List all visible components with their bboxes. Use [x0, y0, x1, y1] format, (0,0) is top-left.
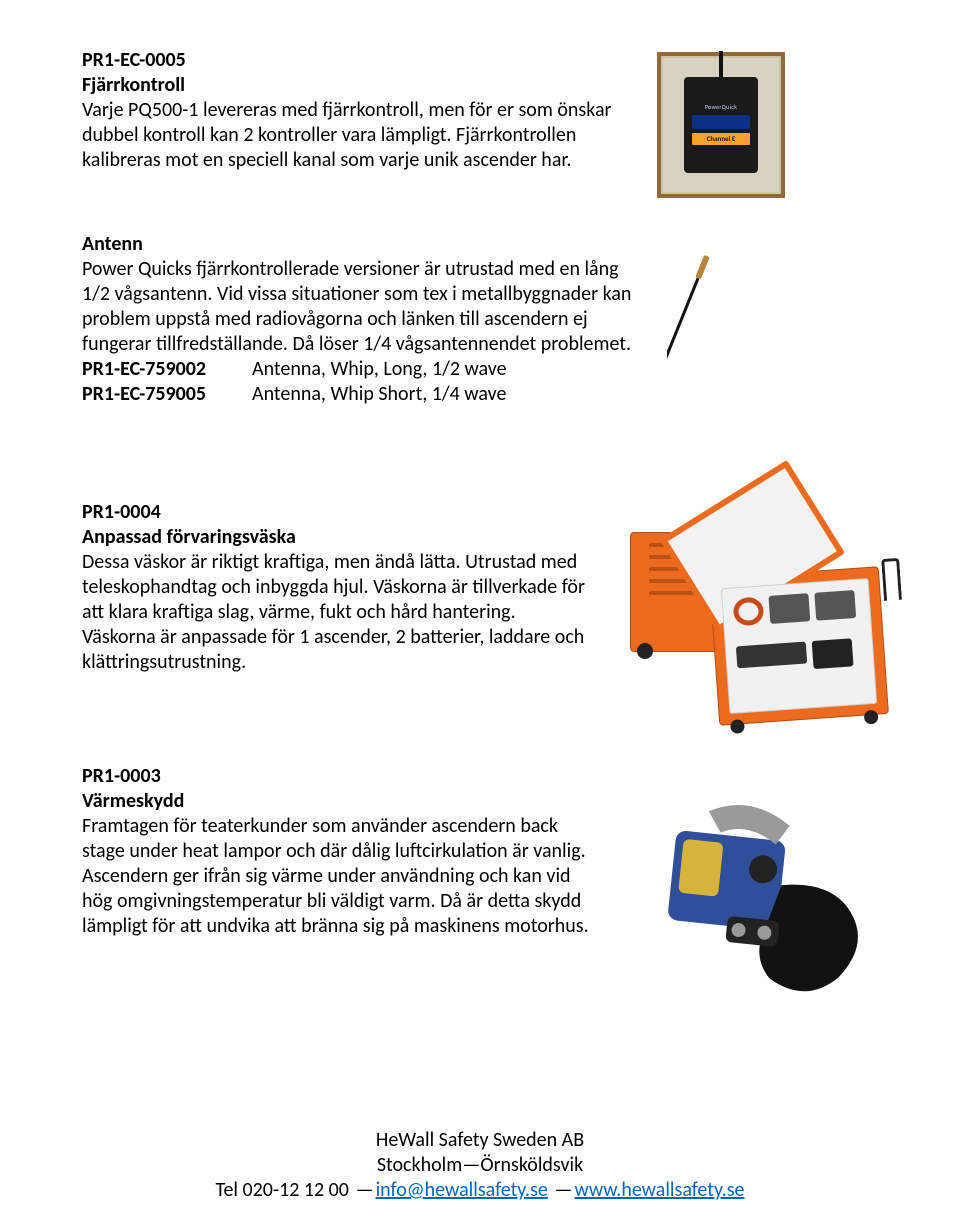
antenna-image — [667, 236, 817, 466]
part-row: PR1-EC-759005 Antenna, Whip Short, 1/4 w… — [82, 382, 647, 407]
page-footer: HeWall Safety Sweden AB Stockholm—Örnskö… — [0, 1128, 960, 1203]
product-code: PR1-0004 — [82, 500, 610, 525]
storage-case-image — [630, 524, 890, 724]
product-code: PR1-0003 — [82, 764, 590, 789]
section-body: Varje PQ500-1 levereras med fjärrkontrol… — [82, 98, 637, 173]
section-title: Värmeskydd — [82, 789, 590, 814]
part-row: PR1-EC-759002 Antenna, Whip, Long, 1/2 w… — [82, 357, 647, 382]
product-code: PR1-EC-0005 — [82, 48, 637, 73]
footer-company: HeWall Safety Sweden AB — [0, 1128, 960, 1153]
channel-badge: Channel E — [692, 133, 750, 145]
part-desc: Antenna, Whip Short, 1/4 wave — [252, 382, 647, 407]
footer-sep: — — [355, 1178, 373, 1202]
footer-site-link[interactable]: www.hewallsafety.se — [575, 1178, 745, 1202]
section-title: Anpassad förvaringsväska — [82, 525, 610, 550]
footer-tel: Tel 020-12 12 00 — [216, 1178, 349, 1202]
remote-control-image: PowerQuick Channel E — [657, 52, 785, 198]
footer-email-link[interactable]: info@hewallsafety.se — [376, 1178, 548, 1202]
footer-locations: Stockholm—Örnsköldsvik — [0, 1153, 960, 1178]
part-code: PR1-EC-759005 — [82, 382, 252, 407]
section-title: Fjärrkontroll — [82, 73, 637, 98]
section-title: Antenn — [82, 232, 647, 257]
part-desc: Antenna, Whip, Long, 1/2 wave — [252, 357, 647, 382]
heat-shield-image — [610, 776, 890, 996]
part-code: PR1-EC-759002 — [82, 357, 252, 382]
footer-contact: Tel 020-12 12 00 —info@hewallsafety.se —… — [0, 1178, 960, 1203]
section-body: Dessa väskor är riktigt kraftiga, men än… — [82, 550, 610, 675]
section-body: Power Quicks fjärrkontrollerade versione… — [82, 257, 647, 357]
remote-brand: PowerQuick — [705, 103, 737, 111]
footer-sep: — — [554, 1178, 572, 1202]
section-body: Framtagen för teaterkunder som använder … — [82, 814, 590, 939]
